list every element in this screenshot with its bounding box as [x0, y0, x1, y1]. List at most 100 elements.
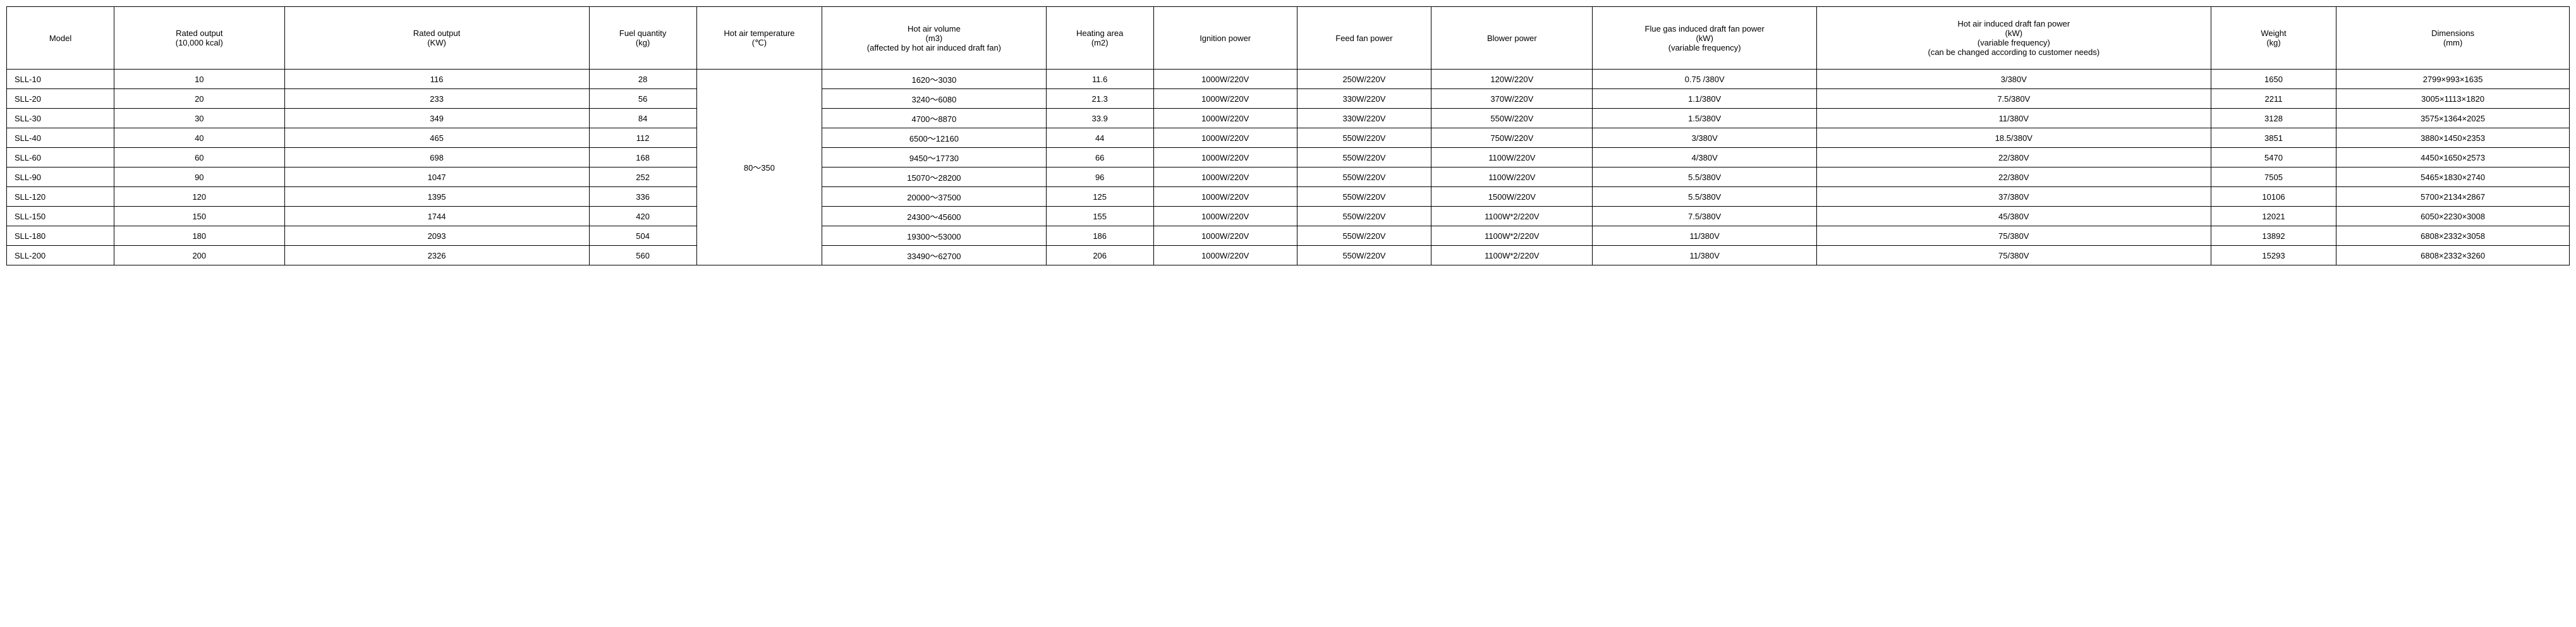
table-cell: 4/380V — [1593, 148, 1816, 167]
table-cell: 5470 — [2211, 148, 2336, 167]
table-cell: 550W/220V — [1297, 187, 1431, 207]
table-row: SLL-2020233563240～608021.31000W/220V330W… — [7, 89, 2570, 109]
table-cell: 550W/220V — [1431, 109, 1593, 128]
table-cell: 75/380V — [1816, 246, 2211, 265]
table-cell: 96 — [1046, 167, 1153, 187]
table-cell: 3128 — [2211, 109, 2336, 128]
table-cell: 56 — [589, 89, 696, 109]
table-cell: 1000W/220V — [1153, 207, 1297, 226]
table-cell: 186 — [1046, 226, 1153, 246]
table-cell: 206 — [1046, 246, 1153, 265]
table-row: SLL-180180209350419300～530001861000W/220… — [7, 226, 2570, 246]
table-cell: 560 — [589, 246, 696, 265]
table-cell: 33.9 — [1046, 109, 1153, 128]
table-cell: 20 — [114, 89, 284, 109]
table-cell: SLL-200 — [7, 246, 114, 265]
table-cell: 125 — [1046, 187, 1153, 207]
table-row: SLL-9090104725215070～28200961000W/220V55… — [7, 167, 2570, 187]
table-cell: 1000W/220V — [1153, 167, 1297, 187]
column-header: Rated output (KW) — [284, 7, 589, 70]
column-header: Ignition power — [1153, 7, 1297, 70]
table-row: SLL-120120139533620000～375001251000W/220… — [7, 187, 2570, 207]
table-cell: 21.3 — [1046, 89, 1153, 109]
table-cell: 1100W*2/220V — [1431, 207, 1593, 226]
table-cell: 3240～6080 — [822, 89, 1046, 109]
column-header: Heating area (m2) — [1046, 7, 1153, 70]
table-cell: 2211 — [2211, 89, 2336, 109]
table-cell: 120 — [114, 187, 284, 207]
table-cell: 1047 — [284, 167, 589, 187]
table-cell: 550W/220V — [1297, 207, 1431, 226]
table-cell: 1650 — [2211, 70, 2336, 89]
table-cell: 3851 — [2211, 128, 2336, 148]
table-cell: 22/380V — [1816, 167, 2211, 187]
table-cell: 11/380V — [1593, 226, 1816, 246]
table-cell: 12021 — [2211, 207, 2336, 226]
table-cell: 330W/220V — [1297, 89, 1431, 109]
table-cell: 750W/220V — [1431, 128, 1593, 148]
table-cell: 5700×2134×2867 — [2336, 187, 2570, 207]
table-cell: 30 — [114, 109, 284, 128]
column-header: Dimensions (mm) — [2336, 7, 2570, 70]
table-cell: 250W/220V — [1297, 70, 1431, 89]
table-row: SLL-3030349844700～887033.91000W/220V330W… — [7, 109, 2570, 128]
column-header: Rated output (10,000 kcal) — [114, 7, 284, 70]
table-cell: 1000W/220V — [1153, 89, 1297, 109]
table-cell: 550W/220V — [1297, 226, 1431, 246]
column-header: Hot air induced draft fan power (kW) (va… — [1816, 7, 2211, 70]
table-cell: 84 — [589, 109, 696, 128]
table-cell: 150 — [114, 207, 284, 226]
table-cell: 44 — [1046, 128, 1153, 148]
table-cell: 11/380V — [1593, 246, 1816, 265]
table-cell: 4700～8870 — [822, 109, 1046, 128]
table-cell: 45/380V — [1816, 207, 2211, 226]
column-header: Model — [7, 7, 114, 70]
table-cell: 5465×1830×2740 — [2336, 167, 2570, 187]
table-cell: 1100W*2/220V — [1431, 246, 1593, 265]
column-header: Fuel quantity (kg) — [589, 7, 696, 70]
table-cell: 22/380V — [1816, 148, 2211, 167]
table-cell: 1744 — [284, 207, 589, 226]
table-cell: 1395 — [284, 187, 589, 207]
table-cell: 1100W*2/220V — [1431, 226, 1593, 246]
table-cell: 6808×2332×3260 — [2336, 246, 2570, 265]
table-cell: 155 — [1046, 207, 1153, 226]
table-cell: 504 — [589, 226, 696, 246]
table-row: SLL-10101162880～3501620～303011.61000W/22… — [7, 70, 2570, 89]
table-cell: 7505 — [2211, 167, 2336, 187]
table-cell: 1000W/220V — [1153, 226, 1297, 246]
table-cell: SLL-20 — [7, 89, 114, 109]
table-cell: 6500～12160 — [822, 128, 1046, 148]
table-cell: 11.6 — [1046, 70, 1153, 89]
table-cell: 1000W/220V — [1153, 128, 1297, 148]
table-cell: SLL-10 — [7, 70, 114, 89]
table-row: SLL-40404651126500～12160441000W/220V550W… — [7, 128, 2570, 148]
table-cell: 20000～37500 — [822, 187, 1046, 207]
table-header-row: ModelRated output (10,000 kcal)Rated out… — [7, 7, 2570, 70]
table-cell: 550W/220V — [1297, 148, 1431, 167]
table-cell: 60 — [114, 148, 284, 167]
table-cell: 0.75 /380V — [1593, 70, 1816, 89]
table-cell: 37/380V — [1816, 187, 2211, 207]
spec-table: ModelRated output (10,000 kcal)Rated out… — [6, 6, 2570, 265]
table-cell: 5.5/380V — [1593, 167, 1816, 187]
table-cell: 6808×2332×3058 — [2336, 226, 2570, 246]
table-cell: 1000W/220V — [1153, 70, 1297, 89]
table-cell: SLL-40 — [7, 128, 114, 148]
table-cell: 1.1/380V — [1593, 89, 1816, 109]
table-cell: 75/380V — [1816, 226, 2211, 246]
table-cell: SLL-180 — [7, 226, 114, 246]
column-header: Hot air temperature (℃) — [696, 7, 822, 70]
table-cell: 13892 — [2211, 226, 2336, 246]
table-cell: SLL-60 — [7, 148, 114, 167]
column-header: Weight (kg) — [2211, 7, 2336, 70]
table-cell: 6050×2230×3008 — [2336, 207, 2570, 226]
table-cell: 420 — [589, 207, 696, 226]
table-cell: 7.5/380V — [1593, 207, 1816, 226]
table-cell: 15293 — [2211, 246, 2336, 265]
table-row: SLL-200200232656033490～627002061000W/220… — [7, 246, 2570, 265]
table-cell: 550W/220V — [1297, 246, 1431, 265]
column-header: Flue gas induced draft fan power (kW) (v… — [1593, 7, 1816, 70]
table-cell: 112 — [589, 128, 696, 148]
table-cell: 1000W/220V — [1153, 246, 1297, 265]
